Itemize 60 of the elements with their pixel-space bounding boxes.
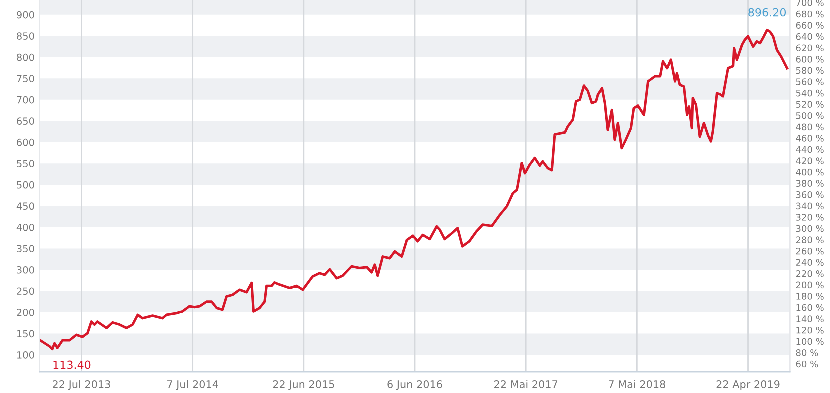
y2-tick-label: 360 % [796,191,824,198]
y2-tick-label: 140 % [796,316,824,323]
annotation: 896.20 [748,8,786,17]
x-tick-label: 7 Mai 2018 [609,380,666,388]
y2-tick-label: 600 % [796,56,824,63]
y-tick-label: 250 [17,288,34,296]
y-tick-label: 750 [17,75,34,82]
y2-tick-label: 560 % [796,78,824,86]
x-tick-label: 22 Mai 2017 [494,380,558,388]
y-tick-label: 850 [17,32,34,40]
y-tick-label: 700 [17,96,34,104]
y2-tick-label: 180 % [796,293,824,300]
y-tick-label: 400 [16,224,34,232]
y2-tick-label: 240 % [796,259,824,266]
x-tick-label: 22 Jun 2015 [273,380,334,390]
y2-tick-label: 340 % [796,202,824,210]
y2-tick-label: 80 % [796,350,818,356]
y2-tick-label: 60 % [796,360,818,368]
y2-tick-label: 200 % [796,282,824,289]
x-tick-label: 6 Jun 2016 [388,380,442,390]
y-tick-label: 900 [17,11,34,19]
y2-tick-label: 640 % [796,33,824,40]
x-tick-label: 22 Apr 2019 [716,380,780,390]
y2-tick-label: 160 % [796,304,824,312]
y-tick-label: 150 [17,330,34,338]
y-tick-label: 500 [17,181,34,189]
x-tick-label: 22 Jul 2013 [53,380,110,390]
y-tick-label: 100 [17,351,34,359]
y2-tick-label: 460 % [796,135,824,142]
y-tick-label: 800 [17,54,34,62]
annotation: 113.40 [54,360,91,370]
x-tick-label: 7 Jul 2014 [168,380,218,390]
y2-tick-label: 280 % [796,236,824,244]
y2-tick-label: 700 % [796,0,824,6]
y2-tick-label: 400 % [796,168,824,176]
y2-tick-label: 300 % [796,225,824,232]
y2-tick-label: 420 % [796,158,824,164]
y2-tick-label: 480 % [796,124,824,131]
y2-tick-label: 220 % [796,270,824,278]
y2-tick-label: 440 % [796,146,824,154]
y2-tick-label: 120 % [796,326,824,334]
y2-tick-label: 260 % [796,248,824,255]
y2-tick-label: 620 % [796,44,824,52]
y2-tick-label: 660 % [796,22,824,29]
y2-tick-label: 380 % [796,180,824,188]
y2-tick-label: 540 % [796,90,824,97]
y2-tick-label: 320 % [796,214,824,221]
y2-tick-label: 100 % [796,338,824,346]
y2-tick-label: 680 % [796,10,824,18]
y-tick-label: 350 [17,245,34,253]
y-tick-label: 600 [17,138,34,146]
y-tick-label: 200 [17,308,34,316]
y2-tick-label: 580 % [796,67,824,74]
y-tick-label: 450 [16,202,34,210]
y2-tick-label: 520 % [796,101,824,108]
y-tick-label: 300 [17,266,34,274]
line-series [40,28,789,351]
y-tick-label: 650 [17,118,34,125]
y-tick-label: 550 [17,160,34,168]
y2-tick-label: 500 % [796,112,824,120]
